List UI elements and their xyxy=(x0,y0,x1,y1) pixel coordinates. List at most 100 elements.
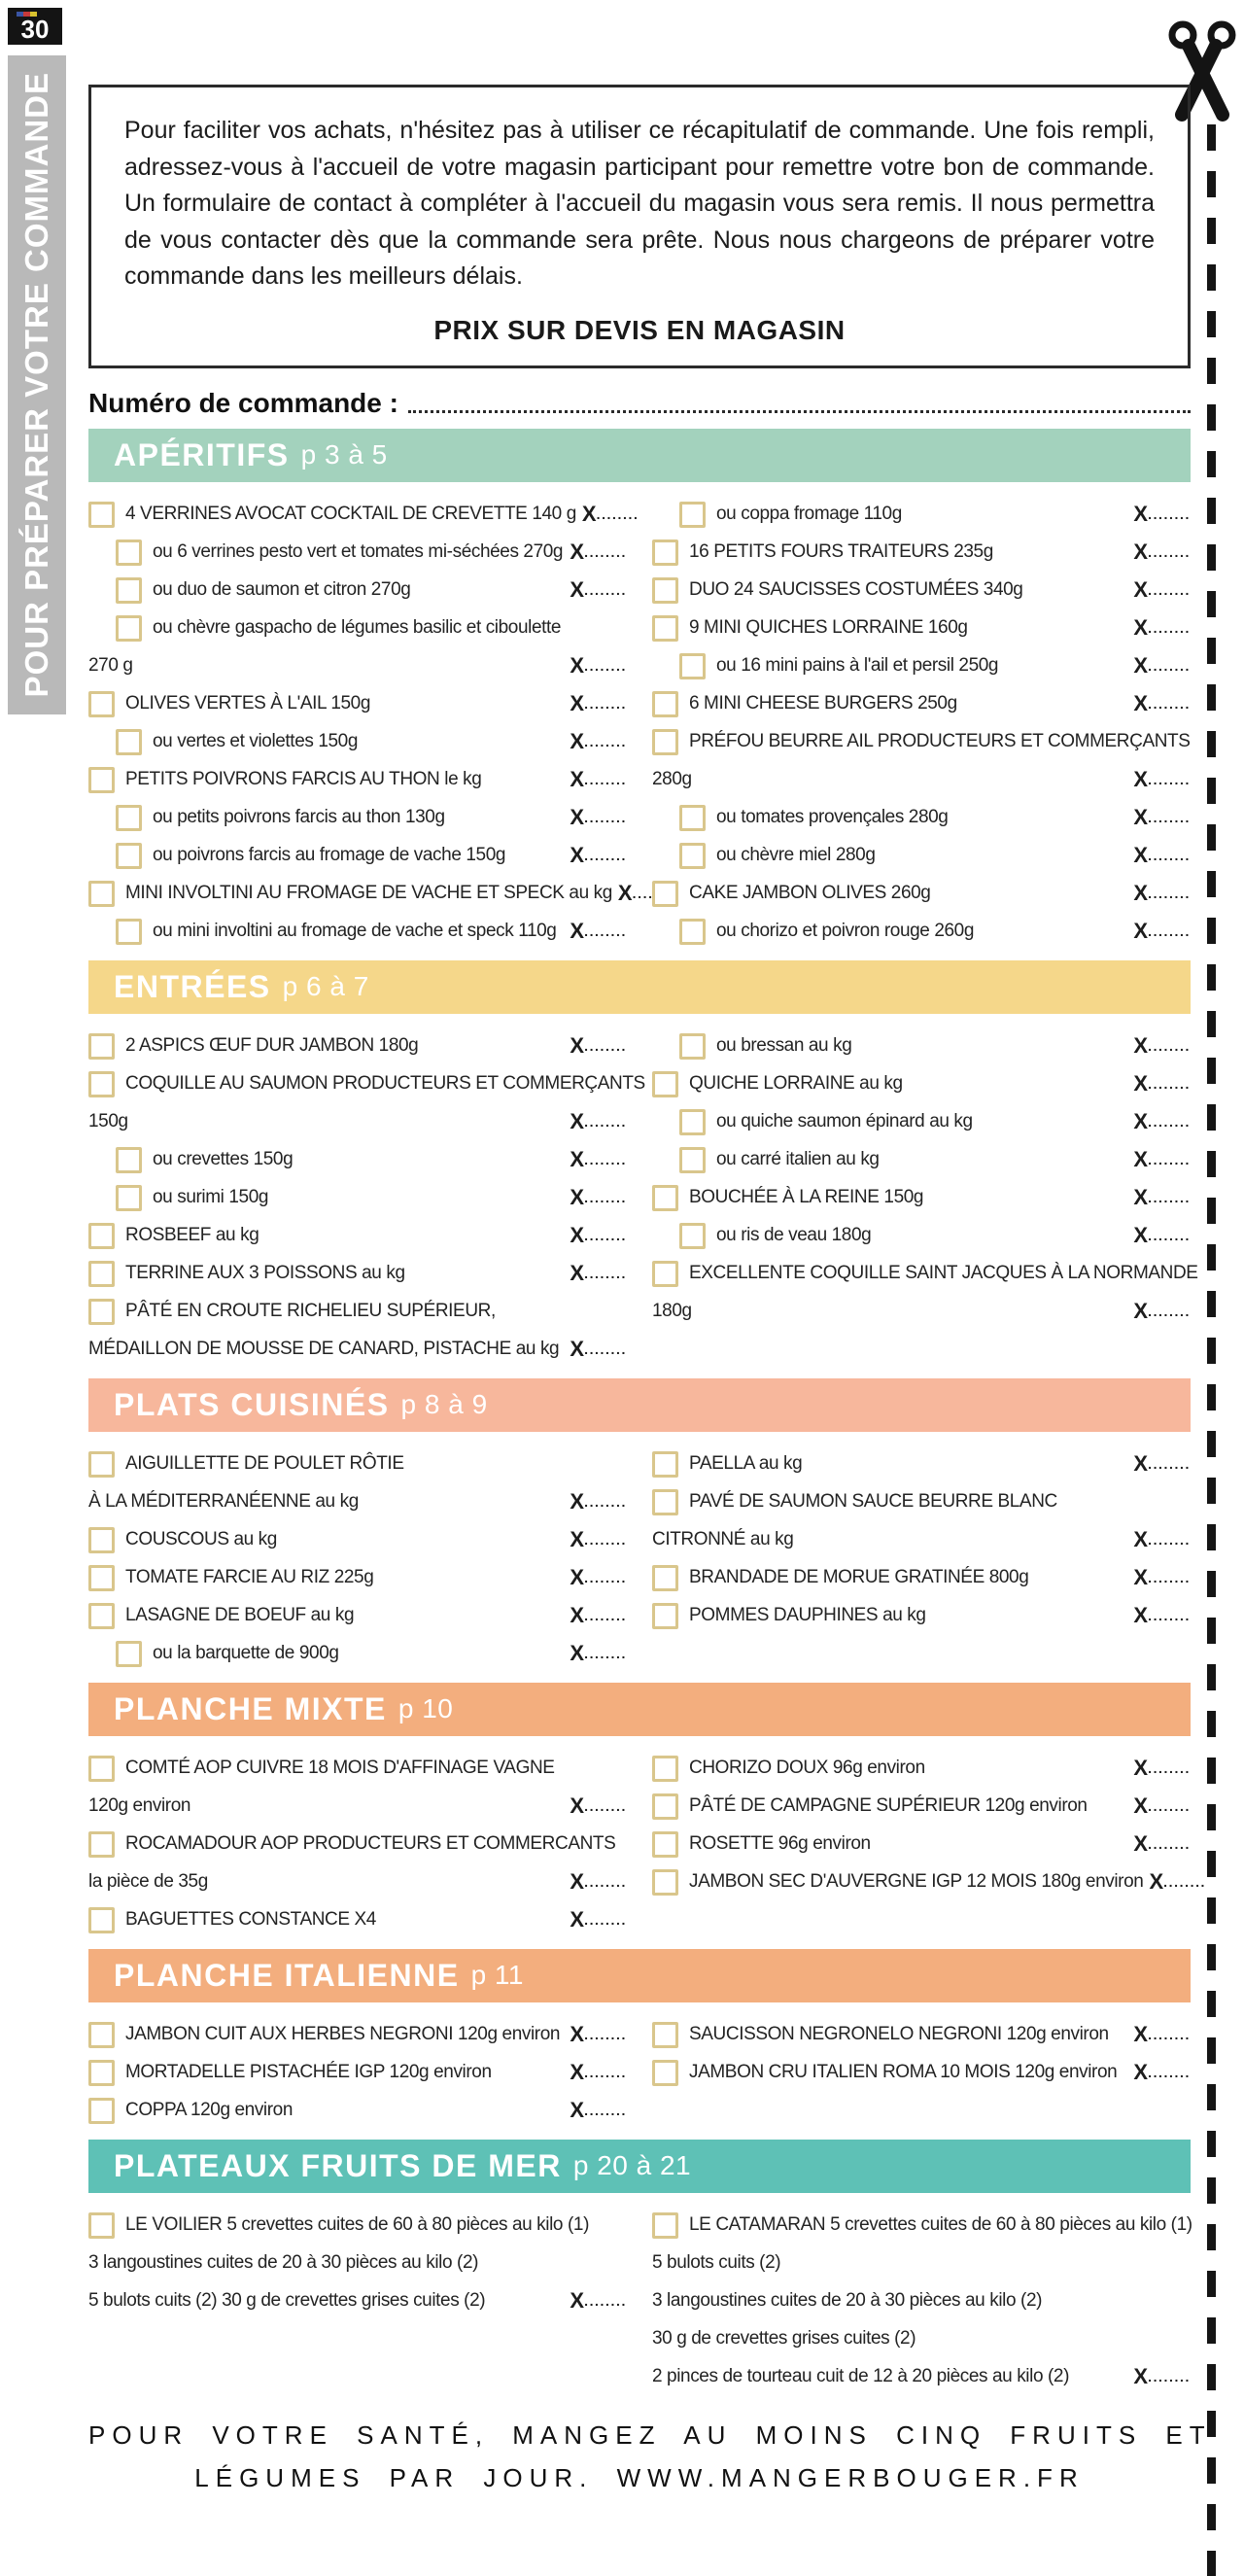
quantity-field[interactable]: X........ xyxy=(570,1337,627,1361)
item-checkbox[interactable] xyxy=(88,1222,115,1249)
item-checkbox[interactable] xyxy=(652,2021,678,2048)
quantity-field[interactable]: X........ xyxy=(1133,805,1191,829)
quantity-field[interactable]: X........ xyxy=(1133,577,1191,602)
quantity-field[interactable]: X........ xyxy=(1133,540,1191,564)
quantity-field[interactable]: X........ xyxy=(581,502,639,526)
item-checkbox[interactable] xyxy=(88,1070,115,1097)
item-checkbox[interactable] xyxy=(88,501,115,528)
item-checkbox[interactable] xyxy=(652,2211,678,2239)
item-checkbox[interactable] xyxy=(116,1146,142,1173)
item-checkbox[interactable] xyxy=(88,1450,115,1478)
quantity-field[interactable]: X........ xyxy=(1133,1299,1191,1323)
item-checkbox[interactable] xyxy=(88,2211,115,2239)
quantity-field[interactable]: X........ xyxy=(1133,2060,1191,2084)
item-checkbox[interactable] xyxy=(116,1184,142,1211)
quantity-field[interactable]: X........ xyxy=(1133,1527,1191,1551)
item-checkbox[interactable] xyxy=(652,1868,678,1896)
item-checkbox[interactable] xyxy=(88,766,115,793)
quantity-field[interactable]: X........ xyxy=(1133,1223,1191,1247)
item-checkbox[interactable] xyxy=(116,539,142,566)
quantity-field[interactable]: X........ xyxy=(570,1185,627,1209)
quantity-field[interactable]: X........ xyxy=(570,729,627,753)
item-checkbox[interactable] xyxy=(652,614,678,642)
item-checkbox[interactable] xyxy=(116,804,142,831)
item-checkbox[interactable] xyxy=(679,652,706,679)
quantity-field[interactable]: X........ xyxy=(1133,1603,1191,1627)
quantity-field[interactable]: X........ xyxy=(1133,653,1191,678)
item-checkbox[interactable] xyxy=(88,1830,115,1858)
item-checkbox[interactable] xyxy=(652,539,678,566)
item-checkbox[interactable] xyxy=(116,728,142,755)
item-checkbox[interactable] xyxy=(88,1755,115,1782)
item-checkbox[interactable] xyxy=(652,1755,678,1782)
item-checkbox[interactable] xyxy=(652,1488,678,1515)
item-checkbox[interactable] xyxy=(116,1640,142,1667)
item-checkbox[interactable] xyxy=(88,1298,115,1325)
quantity-field[interactable]: X........ xyxy=(570,540,627,564)
item-checkbox[interactable] xyxy=(116,918,142,945)
item-checkbox[interactable] xyxy=(679,501,706,528)
item-checkbox[interactable] xyxy=(88,1564,115,1591)
item-checkbox[interactable] xyxy=(652,1450,678,1478)
item-checkbox[interactable] xyxy=(88,1032,115,1060)
quantity-field[interactable]: X........ xyxy=(570,1527,627,1551)
quantity-field[interactable]: X........ xyxy=(570,577,627,602)
quantity-field[interactable]: X........ xyxy=(1133,2364,1191,2388)
quantity-field[interactable]: X........ xyxy=(570,653,627,678)
item-checkbox[interactable] xyxy=(652,690,678,717)
quantity-field[interactable]: X........ xyxy=(570,1147,627,1171)
quantity-field[interactable]: X........ xyxy=(1133,767,1191,791)
quantity-field[interactable]: X........ xyxy=(1133,2022,1191,2046)
quantity-field[interactable]: X........ xyxy=(1133,502,1191,526)
item-checkbox[interactable] xyxy=(88,2059,115,2086)
quantity-field[interactable]: X........ xyxy=(570,1869,627,1894)
item-checkbox[interactable] xyxy=(652,576,678,604)
quantity-field[interactable]: X........ xyxy=(1133,1831,1191,1856)
item-checkbox[interactable] xyxy=(652,728,678,755)
quantity-field[interactable]: X........ xyxy=(570,805,627,829)
item-checkbox[interactable] xyxy=(679,842,706,869)
quantity-field[interactable]: X........ xyxy=(1133,615,1191,640)
item-checkbox[interactable] xyxy=(88,1526,115,1553)
quantity-field[interactable]: X........ xyxy=(1133,1071,1191,1096)
quantity-field[interactable]: X........ xyxy=(1133,691,1191,715)
item-checkbox[interactable] xyxy=(679,1108,706,1135)
quantity-field[interactable]: X........ xyxy=(570,2060,627,2084)
item-checkbox[interactable] xyxy=(88,880,115,907)
item-checkbox[interactable] xyxy=(652,1260,678,1287)
quantity-field[interactable]: X........ xyxy=(1133,1185,1191,1209)
quantity-field[interactable]: X........ xyxy=(570,843,627,867)
quantity-field[interactable]: X........ xyxy=(1133,1565,1191,1589)
item-checkbox[interactable] xyxy=(88,690,115,717)
quantity-field[interactable]: X........ xyxy=(1133,1451,1191,1476)
item-checkbox[interactable] xyxy=(116,842,142,869)
quantity-field[interactable]: X........ xyxy=(1133,1147,1191,1171)
order-number-input-line[interactable] xyxy=(407,409,1191,413)
quantity-field[interactable]: X........ xyxy=(570,1565,627,1589)
quantity-field[interactable]: X........ xyxy=(570,919,627,943)
quantity-field[interactable]: X........ xyxy=(570,2288,627,2313)
quantity-field[interactable]: X........ xyxy=(1133,1756,1191,1780)
item-checkbox[interactable] xyxy=(679,1222,706,1249)
item-checkbox[interactable] xyxy=(652,1070,678,1097)
quantity-field[interactable]: X........ xyxy=(570,1793,627,1818)
quantity-field[interactable]: X........ xyxy=(1133,1109,1191,1133)
quantity-field[interactable]: X........ xyxy=(570,1641,627,1665)
quantity-field[interactable]: X........ xyxy=(1133,1033,1191,1058)
item-checkbox[interactable] xyxy=(652,1793,678,1820)
item-checkbox[interactable] xyxy=(88,2021,115,2048)
quantity-field[interactable]: X........ xyxy=(570,1603,627,1627)
quantity-field[interactable]: X........ xyxy=(570,2098,627,2122)
item-checkbox[interactable] xyxy=(652,1564,678,1591)
quantity-field[interactable]: X........ xyxy=(570,2022,627,2046)
quantity-field[interactable]: X........ xyxy=(1133,881,1191,905)
quantity-field[interactable]: X........ xyxy=(570,1109,627,1133)
item-checkbox[interactable] xyxy=(679,1146,706,1173)
quantity-field[interactable]: X........ xyxy=(570,767,627,791)
item-checkbox[interactable] xyxy=(679,804,706,831)
quantity-field[interactable]: X........ xyxy=(570,1223,627,1247)
quantity-field[interactable]: X........ xyxy=(1133,919,1191,943)
item-checkbox[interactable] xyxy=(652,1830,678,1858)
item-checkbox[interactable] xyxy=(88,1906,115,1933)
item-checkbox[interactable] xyxy=(652,1602,678,1629)
